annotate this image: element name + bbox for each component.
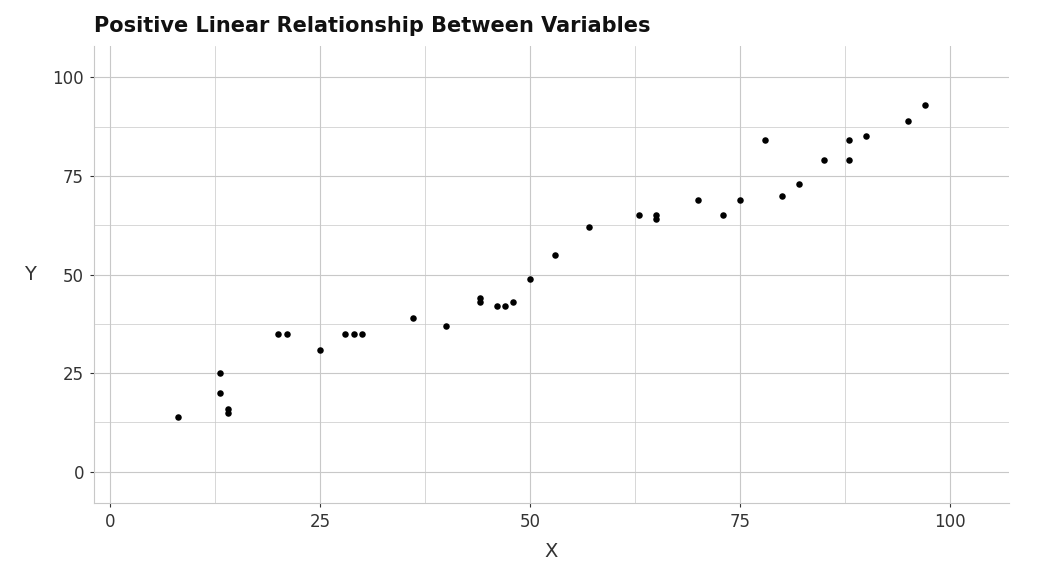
Point: [858, 132, 875, 141]
Point: [841, 156, 858, 165]
Point: [211, 368, 228, 378]
Point: [547, 251, 564, 260]
X-axis label: X: X: [545, 542, 557, 561]
Point: [505, 297, 522, 307]
Text: Positive Linear Relationship Between Variables: Positive Linear Relationship Between Var…: [94, 16, 650, 36]
Point: [270, 329, 287, 338]
Point: [219, 404, 236, 413]
Point: [916, 100, 933, 109]
Point: [631, 211, 648, 220]
Point: [522, 274, 539, 283]
Point: [438, 321, 454, 331]
Point: [815, 156, 832, 165]
Point: [497, 301, 514, 311]
Point: [345, 329, 362, 338]
Point: [648, 211, 665, 220]
Point: [170, 412, 186, 421]
Point: [471, 297, 488, 307]
Point: [489, 301, 505, 311]
Point: [716, 211, 732, 220]
Point: [405, 313, 421, 323]
Point: [790, 179, 807, 188]
Point: [354, 329, 370, 338]
Point: [900, 116, 916, 125]
Point: [279, 329, 295, 338]
Point: [312, 345, 329, 354]
Point: [337, 329, 354, 338]
Point: [471, 293, 488, 303]
Point: [732, 195, 749, 204]
Point: [648, 214, 665, 224]
Point: [211, 388, 228, 398]
Point: [774, 191, 790, 200]
Point: [580, 223, 597, 232]
Point: [219, 408, 236, 417]
Point: [757, 136, 774, 145]
Y-axis label: Y: Y: [24, 265, 35, 284]
Point: [690, 195, 706, 204]
Point: [841, 136, 858, 145]
